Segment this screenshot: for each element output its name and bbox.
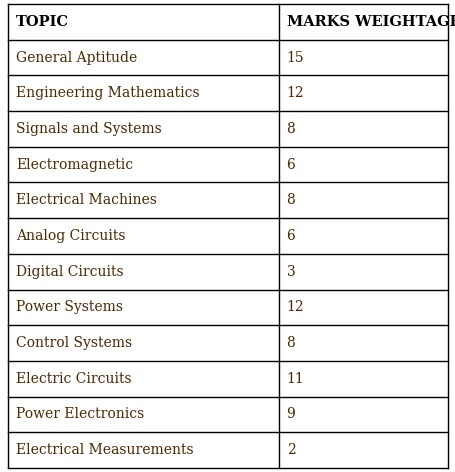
- Text: 11: 11: [286, 372, 303, 386]
- Text: Power Systems: Power Systems: [16, 300, 123, 314]
- Text: 12: 12: [286, 300, 303, 314]
- Text: Control Systems: Control Systems: [16, 336, 132, 350]
- Text: 12: 12: [286, 86, 303, 100]
- Text: Analog Circuits: Analog Circuits: [16, 229, 125, 243]
- Text: 3: 3: [286, 265, 295, 278]
- Text: 8: 8: [286, 336, 295, 350]
- Text: Signals and Systems: Signals and Systems: [16, 122, 162, 136]
- Text: 9: 9: [286, 407, 295, 421]
- Text: 8: 8: [286, 122, 295, 136]
- Text: Electric Circuits: Electric Circuits: [16, 372, 131, 386]
- Text: 8: 8: [286, 194, 295, 207]
- Text: Engineering Mathematics: Engineering Mathematics: [16, 86, 199, 100]
- Text: MARKS WEIGHTAGE: MARKS WEIGHTAGE: [286, 15, 455, 29]
- Text: Power Electronics: Power Electronics: [16, 407, 144, 421]
- Text: General Aptitude: General Aptitude: [16, 51, 137, 65]
- Text: TOPIC: TOPIC: [16, 15, 69, 29]
- Text: 15: 15: [286, 51, 303, 65]
- Text: Electromagnetic: Electromagnetic: [16, 158, 133, 172]
- Text: Digital Circuits: Digital Circuits: [16, 265, 123, 278]
- Text: 2: 2: [286, 443, 295, 457]
- Text: Electrical Machines: Electrical Machines: [16, 194, 157, 207]
- Text: 6: 6: [286, 158, 295, 172]
- Text: Electrical Measurements: Electrical Measurements: [16, 443, 193, 457]
- Text: 6: 6: [286, 229, 295, 243]
